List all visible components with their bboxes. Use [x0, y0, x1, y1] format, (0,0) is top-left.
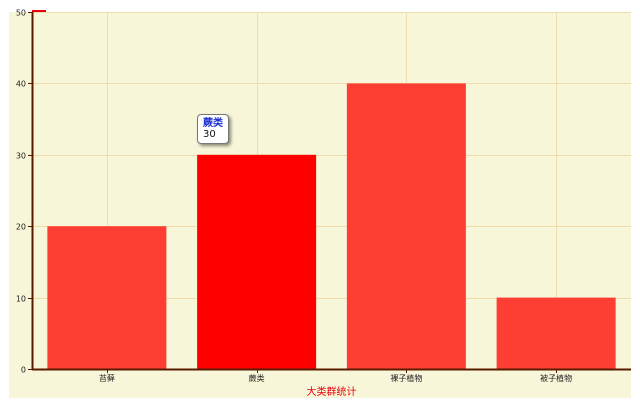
y-tick-label: 10	[16, 295, 26, 304]
x-axis-label: 大类群统计	[307, 385, 357, 398]
legend-marker	[32, 10, 46, 12]
y-tick-label: 30	[16, 152, 26, 161]
bar	[496, 297, 616, 369]
y-tick-label: 0	[21, 366, 26, 375]
y-tick-label: 20	[16, 223, 26, 232]
bar	[346, 83, 466, 370]
x-tick-label: 蕨类	[249, 373, 265, 383]
axes	[28, 12, 631, 373]
x-tick-label: 苔藓	[99, 373, 115, 383]
data-tooltip: 蕨类 30	[197, 114, 229, 144]
x-tick-label: 被子植物	[540, 373, 572, 383]
y-tick-label: 40	[16, 80, 26, 89]
tooltip-value: 30	[203, 129, 216, 140]
bar	[197, 154, 317, 369]
bars	[47, 83, 616, 370]
y-tick-label: 50	[16, 9, 26, 18]
tooltip-category: 蕨类	[203, 118, 223, 129]
x-tick-label: 裸子植物	[390, 373, 422, 383]
bar	[47, 226, 167, 369]
